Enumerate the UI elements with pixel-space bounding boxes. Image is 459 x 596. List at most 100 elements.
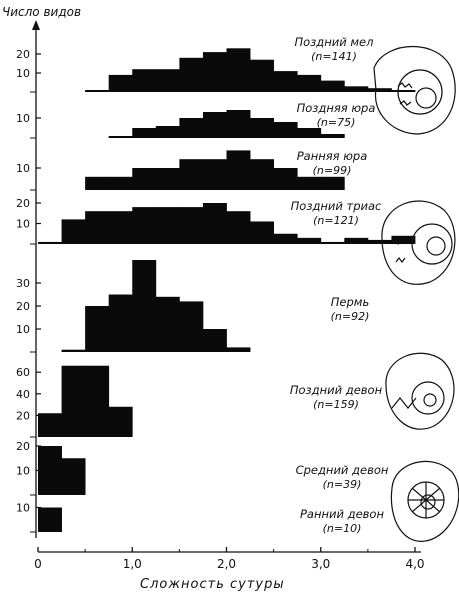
histogram-bar: [132, 260, 157, 352]
panel-n-label: (n=121): [313, 214, 359, 227]
histogram-bar: [202, 329, 227, 352]
x-tick-label: 0: [34, 557, 42, 571]
histogram-bar: [320, 80, 345, 92]
y-tick-label: 10: [16, 502, 30, 515]
histogram-bar: [155, 296, 180, 352]
panel-n-label: (n=141): [311, 50, 357, 63]
histogram-bar: [132, 69, 157, 92]
panel-period-label: Поздний девон: [290, 383, 383, 397]
histogram-bar: [108, 74, 133, 92]
histogram-bar: [273, 168, 298, 190]
histogram-bar: [108, 294, 133, 352]
histogram-bar: [226, 211, 251, 244]
y-tick-label: 10: [16, 218, 30, 231]
histogram-bar: [202, 112, 227, 138]
histogram-bar: [61, 349, 86, 352]
histogram-bar: [132, 168, 157, 190]
panel: 10 Поздняя юра(n=75): [16, 101, 375, 139]
histogram-bar: [226, 48, 251, 92]
histogram-bar: [85, 211, 110, 244]
histogram-bar: [226, 110, 251, 138]
histogram-bar: [155, 126, 180, 138]
histogram-bar: [155, 69, 180, 92]
panel: 10 20 30 Пермь(n=92): [16, 260, 370, 353]
histogram-bar: [38, 413, 62, 437]
ammonite-late-cretaceous-illustration: [373, 46, 456, 135]
histogram-bar: [108, 136, 133, 138]
histogram-bar: [179, 159, 204, 190]
histogram-bar: [179, 57, 204, 92]
histogram-bar: [85, 90, 110, 92]
histogram-bar: [61, 458, 86, 495]
histogram-bar: [273, 233, 298, 244]
panel-period-label: Средний девон: [296, 463, 389, 477]
y-tick-label: 10: [16, 162, 30, 175]
y-tick-label: 20: [16, 48, 30, 61]
y-tick-label: 10: [16, 465, 30, 478]
histogram-bar: [179, 207, 204, 244]
histogram-bar: [320, 241, 345, 244]
panel: 20 40 60 Поздний девон(n=159): [16, 365, 383, 438]
panel: 10 20 Средний девон(n=39): [16, 440, 389, 496]
histogram-bar: [38, 241, 62, 244]
histogram-bar: [367, 239, 392, 244]
histogram-bar: [250, 221, 275, 244]
x-tick-label: 2,0: [217, 557, 236, 571]
histogram-bar: [108, 176, 133, 190]
y-tick-label: 40: [16, 388, 30, 401]
histogram-bar: [155, 168, 180, 190]
histogram-bar: [108, 211, 133, 244]
histogram-bar: [85, 365, 110, 437]
x-tick-label: 4,0: [405, 557, 424, 571]
x-axis-label: Сложность сутуры: [140, 577, 285, 592]
histogram-bar: [61, 365, 86, 437]
y-tick-label: 10: [16, 112, 30, 125]
histogram-bar: [226, 347, 251, 352]
histogram-bar: [179, 118, 204, 138]
y-tick-label: 20: [16, 409, 30, 422]
ammonite-late-devonian-illustration: [385, 352, 455, 430]
histogram-bar: [367, 88, 392, 92]
y-tick-label: 60: [16, 366, 30, 379]
histogram-bar: [320, 176, 345, 190]
panel: 10 Ранняя юра(n=99): [16, 149, 368, 191]
x-axis: 0 1,0 2,0 3,0 4,0: [34, 547, 425, 571]
histogram-bar: [344, 86, 369, 92]
histogram-bar: [250, 159, 275, 190]
histogram-bar: [344, 237, 369, 244]
x-tick-label: 1,0: [123, 557, 142, 571]
panel-period-label: Ранний девон: [300, 507, 384, 521]
panel-n-label: (n=92): [331, 310, 370, 323]
panel: 10 20 Поздний триас(n=121): [16, 197, 416, 245]
y-tick-label: 20: [16, 197, 30, 210]
panel-period-label: Поздний триас: [291, 199, 382, 213]
histogram-bar: [273, 71, 298, 92]
histogram-bar: [273, 122, 298, 138]
y-tick-label: 20: [16, 300, 30, 313]
y-tick-label: 20: [16, 440, 30, 453]
panel-n-label: (n=39): [323, 478, 362, 491]
histogram-bar: [85, 306, 110, 352]
panel-period-label: Ранняя юра: [297, 149, 368, 163]
histogram-bar: [155, 207, 180, 244]
panel-period-label: Пермь: [331, 295, 369, 309]
histogram-bar: [297, 176, 322, 190]
histogram-bar: [202, 159, 227, 190]
histogram-bar: [108, 406, 133, 437]
panel-n-label: (n=99): [313, 164, 352, 177]
panel-n-label: (n=159): [313, 398, 359, 411]
histogram-bar: [202, 203, 227, 244]
x-tick-label: 3,0: [311, 557, 330, 571]
histogram-bar: [38, 446, 62, 495]
histogram-bar: [226, 150, 251, 190]
histogram-bar: [250, 59, 275, 92]
histogram-bar: [38, 507, 62, 532]
histogram-bar: [297, 74, 322, 92]
histogram-bar: [391, 90, 416, 92]
panel-n-label: (n=10): [323, 522, 362, 535]
histogram-bar: [85, 176, 110, 190]
y-axis-arrow: [32, 20, 40, 30]
panel: 10 Ранний девон(n=10): [16, 502, 384, 536]
y-axis-label: Число видов: [2, 5, 81, 19]
